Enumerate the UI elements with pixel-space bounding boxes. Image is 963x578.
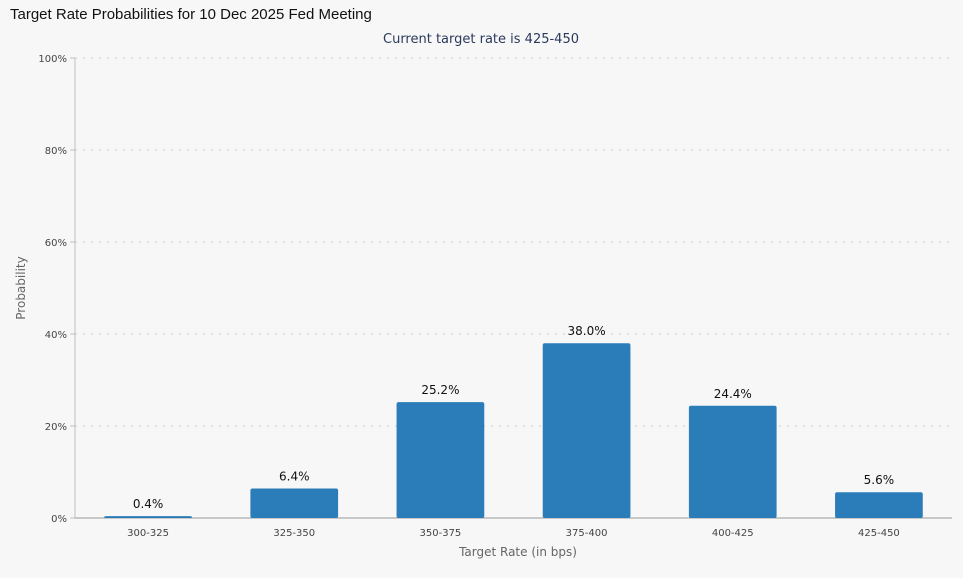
data-label-300-325: 0.4%	[133, 497, 164, 511]
bar-400-425	[688, 405, 777, 518]
gridlines	[75, 57, 952, 427]
chart-subtitle: Current target rate is 425-450	[383, 32, 579, 47]
bar-325-350	[250, 488, 339, 518]
y-tick-label: 80%	[45, 146, 67, 157]
x-tick-label: 325-350	[273, 528, 315, 539]
x-tick-label: 400-425	[712, 528, 754, 539]
data-label-325-350: 6.4%	[279, 470, 310, 484]
data-label-425-450: 5.6%	[864, 473, 895, 487]
x-axis-ticks: 300-325 325-350 350-375 375-400 400-425 425-4…	[127, 528, 900, 539]
y-tick-label: 40%	[45, 330, 67, 341]
data-label-400-425: 24.4%	[714, 387, 752, 401]
y-axis-ticks: 0% 20% 40% 60% 80% 100%	[38, 54, 75, 525]
bar-425-450	[835, 492, 923, 518]
page-title: Target Rate Probabilities for 10 Dec 202…	[10, 6, 372, 23]
y-tick-label: 100%	[38, 54, 67, 65]
y-tick-label: 0%	[51, 514, 67, 525]
bar-350-375	[396, 402, 485, 518]
data-label-350-375: 25.2%	[421, 383, 459, 397]
x-tick-label: 350-375	[420, 528, 462, 539]
data-label-375-400: 38.0%	[568, 324, 606, 338]
y-axis-title: Probability	[14, 256, 28, 319]
x-tick-label: 300-325	[127, 528, 169, 539]
y-tick-label: 20%	[45, 422, 67, 433]
data-labels: 0.4% 6.4% 25.2% 38.0% 24.4% 5.6%	[133, 324, 894, 511]
bars	[104, 343, 923, 518]
x-tick-label: 375-400	[566, 528, 608, 539]
y-tick-label: 60%	[45, 238, 67, 249]
x-tick-label: 425-450	[858, 528, 900, 539]
bar-375-400	[542, 343, 631, 518]
x-axis-title: Target Rate (in bps)	[458, 545, 577, 559]
bar-300-325	[104, 516, 192, 518]
